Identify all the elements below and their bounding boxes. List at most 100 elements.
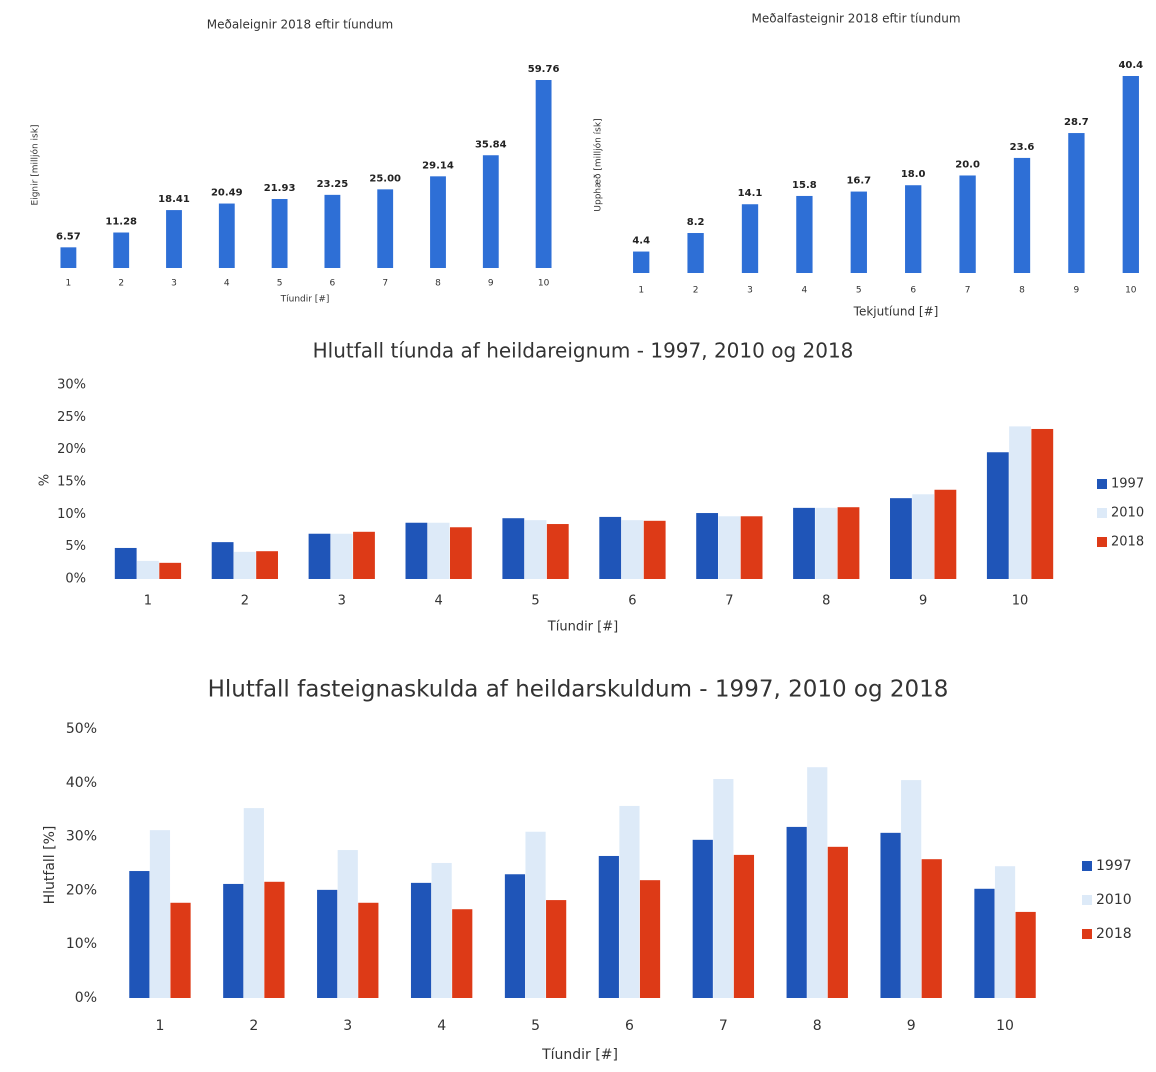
bar	[994, 866, 1016, 998]
bar	[535, 80, 552, 268]
bar	[525, 831, 546, 998]
x-tick-label: 6	[628, 594, 636, 609]
x-tick-label: 6	[910, 286, 916, 296]
bar	[166, 210, 182, 268]
x-tick-label: 10	[996, 1018, 1014, 1034]
bar	[358, 902, 379, 998]
bar	[643, 520, 666, 579]
x-tick-label: 8	[1019, 286, 1025, 296]
data-label: 8.2	[687, 217, 705, 228]
bar	[431, 862, 452, 998]
bar	[60, 247, 77, 268]
bar	[308, 533, 331, 579]
x-tick-label: 1	[155, 1018, 164, 1034]
x-tick-label: 10	[538, 279, 550, 289]
data-label: 25.00	[369, 173, 401, 184]
bar	[223, 883, 244, 998]
x-tick-label: 4	[437, 1018, 446, 1034]
x-tick-label: 4	[435, 594, 443, 609]
bar	[113, 232, 130, 268]
data-label: 28.7	[1064, 117, 1089, 128]
x-tick-label: 9	[919, 594, 927, 609]
x-tick-label: 8	[435, 279, 441, 289]
bar	[137, 560, 159, 579]
x-tick-label: 4	[802, 286, 808, 296]
bar	[786, 826, 807, 998]
bar	[149, 830, 171, 998]
bar	[264, 881, 285, 998]
y-tick-label: 20%	[66, 882, 97, 898]
x-axis-label: Tekjutíund [#]	[853, 305, 939, 319]
bar	[271, 199, 288, 268]
bar	[807, 767, 828, 998]
bar	[986, 452, 1009, 579]
bar	[740, 516, 763, 579]
bar	[599, 516, 622, 579]
y-tick-label: 15%	[57, 475, 86, 490]
bar	[159, 562, 182, 579]
data-label: 29.14	[422, 160, 454, 171]
bar	[905, 185, 922, 273]
legend-swatch	[1097, 479, 1107, 489]
x-tick-label: 3	[343, 1018, 352, 1034]
bar	[1122, 76, 1139, 273]
y-tick-label: 5%	[65, 539, 86, 554]
x-tick-label: 10	[1012, 594, 1029, 609]
bar	[901, 780, 922, 998]
y-tick-label: 0%	[65, 572, 86, 587]
x-axis-label: Tíundir [#]	[547, 620, 618, 635]
bar	[815, 507, 838, 579]
x-tick-label: 5	[531, 1018, 540, 1034]
bar	[921, 859, 942, 998]
bar	[427, 522, 450, 579]
x-tick-label: 8	[813, 1018, 822, 1034]
bar	[317, 889, 338, 998]
x-tick-label: 3	[171, 279, 177, 289]
bar	[377, 189, 394, 268]
bar	[211, 542, 234, 579]
chart-title: Hlutfall fasteignaskulda af heildarskuld…	[208, 677, 949, 703]
bar	[504, 874, 526, 998]
bar	[880, 832, 901, 998]
x-tick-label: 2	[241, 594, 249, 609]
bar	[959, 175, 976, 273]
legend-label: 1997	[1111, 477, 1144, 492]
data-label: 21.93	[264, 183, 296, 194]
bar	[633, 251, 650, 273]
legend-swatch	[1082, 929, 1092, 939]
data-label: 14.1	[738, 188, 763, 199]
x-tick-label: 6	[330, 279, 336, 289]
data-label: 18.0	[901, 169, 926, 180]
bar	[598, 855, 619, 998]
bar	[452, 909, 473, 998]
legend-swatch	[1097, 508, 1107, 518]
bar	[243, 808, 264, 998]
y-tick-label: 50%	[66, 721, 97, 737]
bar	[793, 507, 815, 579]
data-label: 11.28	[105, 217, 137, 228]
y-tick-label: 0%	[75, 990, 97, 1006]
bar	[827, 846, 848, 998]
bar	[796, 195, 813, 273]
x-tick-label: 5	[856, 286, 862, 296]
data-label: 6.57	[56, 231, 81, 242]
x-axis-label: Tíundir [#]	[280, 295, 330, 305]
x-tick-label: 2	[118, 279, 124, 289]
bar	[639, 880, 661, 998]
bar	[430, 176, 446, 268]
y-axis-label: Upphæð [milljón ísk]	[593, 118, 604, 211]
bar	[256, 551, 278, 579]
bar	[337, 850, 358, 998]
bar	[1068, 133, 1085, 273]
x-tick-label: 1	[144, 594, 152, 609]
x-tick-label: 9	[1074, 286, 1080, 296]
x-tick-label: 10	[1125, 286, 1137, 296]
data-label: 23.6	[1010, 142, 1035, 153]
y-axis-label: Hlutfall [%]	[42, 826, 58, 905]
bar	[890, 498, 912, 579]
bar	[170, 902, 191, 998]
data-label: 20.49	[211, 188, 243, 199]
x-tick-label: 2	[249, 1018, 258, 1034]
bar	[233, 551, 256, 579]
y-tick-label: 25%	[57, 410, 86, 425]
